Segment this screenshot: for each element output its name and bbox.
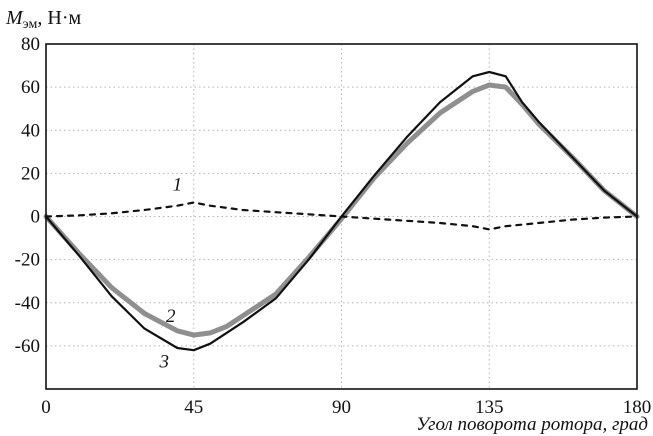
x-tick-labels: 0 45 90 135 180 [41, 397, 651, 418]
y-tick-label: 80 [21, 34, 40, 55]
y-axis-subscript: эм [23, 17, 38, 32]
y-axis-label: Mэм, Н·м [5, 7, 82, 32]
y-tick-label: 60 [21, 77, 40, 98]
series-line-2 [43, 82, 640, 338]
x-axis-label: Угол поворота ротора, град [416, 414, 648, 435]
y-tick-label: -60 [15, 336, 40, 357]
annotation-label: 2 [166, 306, 176, 327]
plot-frame [45, 43, 638, 390]
annotation-label: 1 [173, 175, 183, 196]
y-tick-label: 20 [21, 163, 40, 184]
x-tick-label: 90 [332, 397, 351, 418]
y-axis-symbol: M [5, 7, 24, 29]
annotation-label: 3 [158, 351, 169, 372]
y-tick-label: 40 [21, 120, 40, 141]
x-tick-label: 0 [41, 397, 51, 418]
annotations: 1 2 3 [158, 175, 182, 373]
y-axis-unit: , Н·м [37, 7, 81, 29]
x-tick-label: 45 [184, 397, 203, 418]
x-tick-label: 180 [623, 397, 652, 418]
y-tick-label: -20 [15, 250, 40, 271]
x-tick-label: 135 [475, 397, 504, 418]
y-tick-label: 0 [31, 207, 41, 228]
series-line-1 [44, 201, 639, 231]
series-layer [43, 70, 640, 352]
y-tick-label: -40 [15, 293, 40, 314]
y-tick-labels: 80 60 40 20 0 -20 -40 -60 [15, 34, 40, 357]
